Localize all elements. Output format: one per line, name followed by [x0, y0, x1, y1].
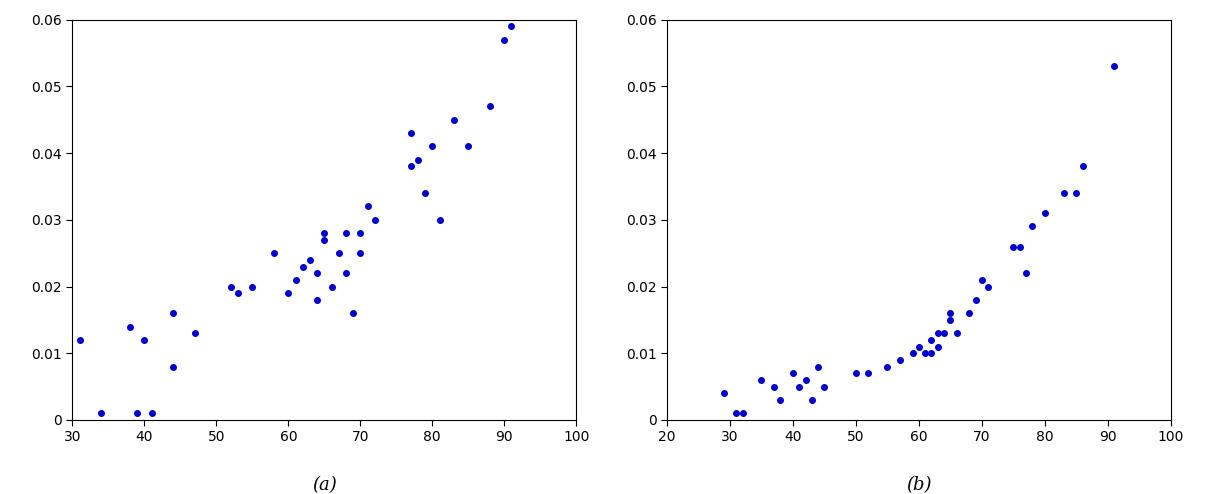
Point	[922, 336, 941, 344]
Point	[934, 329, 954, 337]
Point	[715, 389, 734, 397]
Point	[928, 329, 947, 337]
Point	[351, 229, 371, 237]
Point	[135, 336, 154, 344]
Point	[846, 370, 865, 377]
Point	[815, 382, 834, 390]
Point	[337, 269, 356, 277]
Point	[322, 283, 342, 290]
Point	[909, 343, 928, 351]
Point	[344, 309, 363, 317]
Point	[502, 23, 521, 31]
Point	[337, 229, 356, 237]
Point	[422, 142, 442, 150]
Point	[1054, 189, 1073, 197]
Point	[928, 343, 947, 351]
Point	[163, 363, 182, 370]
Point	[279, 289, 298, 297]
Point	[142, 409, 162, 417]
Point	[803, 396, 822, 404]
Point	[733, 409, 752, 417]
Point	[459, 142, 478, 150]
Point	[495, 36, 514, 44]
Point	[243, 283, 262, 290]
Text: (b): (b)	[906, 476, 932, 494]
Point	[859, 370, 879, 377]
Point	[315, 229, 334, 237]
Point	[770, 396, 789, 404]
Point	[727, 409, 746, 417]
Point	[308, 296, 327, 304]
Point	[979, 283, 998, 290]
Point	[972, 276, 991, 284]
Point	[1036, 209, 1055, 217]
Point	[764, 382, 783, 390]
Point	[228, 289, 247, 297]
Point	[809, 363, 828, 370]
Point	[92, 409, 111, 417]
Point	[330, 249, 349, 257]
Point	[293, 263, 313, 271]
Point	[1073, 163, 1092, 170]
Point	[308, 269, 327, 277]
Point	[1022, 222, 1042, 230]
Point	[415, 189, 435, 197]
Point	[940, 316, 960, 324]
Point	[185, 329, 204, 337]
Point	[752, 376, 771, 384]
Point	[789, 382, 809, 390]
Point	[783, 370, 803, 377]
Point	[408, 156, 427, 164]
Point	[301, 256, 320, 264]
Point	[357, 203, 377, 210]
Point	[1067, 189, 1086, 197]
Point	[1010, 243, 1030, 250]
Point	[221, 283, 240, 290]
Point	[128, 409, 147, 417]
Point	[286, 276, 305, 284]
Point	[891, 356, 910, 364]
Point	[351, 249, 371, 257]
Text: (a): (a)	[311, 476, 337, 494]
Point	[315, 236, 334, 244]
Point	[365, 216, 384, 224]
Point	[444, 116, 463, 124]
Point	[401, 129, 420, 137]
Point	[795, 376, 815, 384]
Point	[264, 249, 284, 257]
Point	[401, 163, 420, 170]
Point	[922, 349, 941, 357]
Point	[877, 363, 897, 370]
Point	[916, 349, 935, 357]
Point	[1104, 63, 1124, 71]
Point	[947, 329, 967, 337]
Point	[960, 309, 979, 317]
Point	[903, 349, 922, 357]
Point	[966, 296, 985, 304]
Point	[1016, 269, 1036, 277]
Point	[163, 309, 182, 317]
Point	[430, 216, 449, 224]
Point	[121, 323, 140, 330]
Point	[1004, 243, 1024, 250]
Point	[70, 336, 89, 344]
Point	[940, 309, 960, 317]
Point	[480, 103, 500, 111]
